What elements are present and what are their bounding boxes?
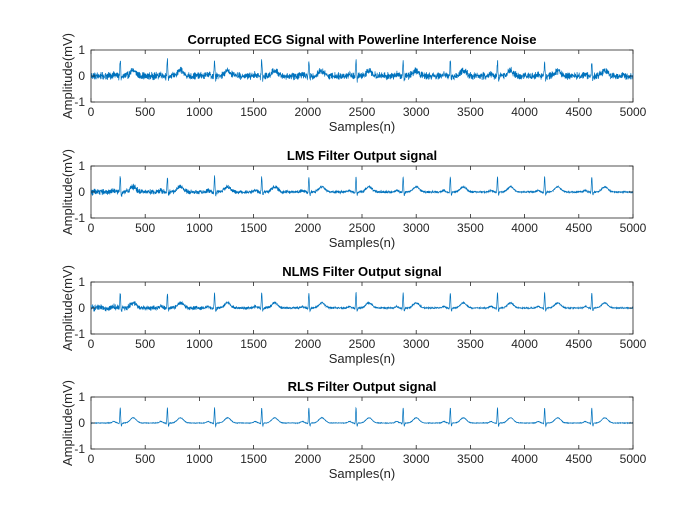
x-tick-label: 2000 xyxy=(294,337,321,351)
x-tick-label: 4000 xyxy=(511,452,538,466)
subplot-3: 0 500 1000 1500 2000 2500 3000 3500 4000 4500 5000… xyxy=(60,264,647,366)
x-tick-label: 4500 xyxy=(565,221,592,235)
x-tick-label: 4500 xyxy=(565,105,592,119)
x-axis-label: Samples(n) xyxy=(329,235,395,250)
y-tick-label: 0 xyxy=(78,416,85,430)
y-tick-label: -1 xyxy=(74,211,85,225)
ecg-trace xyxy=(90,58,634,83)
y-tick-label: 0 xyxy=(78,69,85,83)
y-tick-label: 1 xyxy=(78,159,85,173)
x-tick-label: 0 xyxy=(88,337,95,351)
x-tick-label: 1500 xyxy=(240,105,267,119)
x-tick-label: 2500 xyxy=(349,221,376,235)
x-tick-label: 4500 xyxy=(565,337,592,351)
x-tick-label: 2500 xyxy=(349,452,376,466)
y-axis-label: Amplitude(mV) xyxy=(60,149,75,235)
x-axis-label: Samples(n) xyxy=(329,119,395,134)
x-tick-label: 5000 xyxy=(620,452,647,466)
x-tick-label: 0 xyxy=(88,221,95,235)
x-tick-label: 3500 xyxy=(457,221,484,235)
x-tick-label: 4000 xyxy=(511,105,538,119)
subplot-2: 0 500 1000 1500 2000 2500 3000 3500 4000 4500 5000… xyxy=(60,148,647,250)
x-tick-label: 500 xyxy=(135,105,155,119)
x-axis-label: Samples(n) xyxy=(329,466,395,481)
x-tick-label: 3500 xyxy=(457,105,484,119)
x-tick-label: 3000 xyxy=(403,337,430,351)
x-tick-label: 2500 xyxy=(349,337,376,351)
y-tick-label: 0 xyxy=(78,301,85,315)
y-axis-label: Amplitude(mV) xyxy=(60,33,75,119)
x-axis-label: Samples(n) xyxy=(329,351,395,366)
x-tick-label: 2500 xyxy=(349,105,376,119)
x-tick-label: 3000 xyxy=(403,221,430,235)
x-tick-label: 0 xyxy=(88,452,95,466)
ecg-trace xyxy=(90,175,634,197)
x-tick-label: 2000 xyxy=(294,105,321,119)
x-tick-label: 3500 xyxy=(457,452,484,466)
ecg-trace xyxy=(90,406,634,428)
y-tick-label: -1 xyxy=(74,95,85,109)
x-tick-label: 5000 xyxy=(620,105,647,119)
y-axis-label: Amplitude(mV) xyxy=(60,380,75,466)
x-tick-label: 3500 xyxy=(457,337,484,351)
chart-title: NLMS Filter Output signal xyxy=(282,264,442,279)
y-tick-label: -1 xyxy=(74,442,85,456)
x-tick-label: 5000 xyxy=(620,337,647,351)
x-tick-label: 4000 xyxy=(511,337,538,351)
y-tick-label: -1 xyxy=(74,327,85,341)
subplot-1: 0 500 1000 1500 2000 2500 3000 3500 4000 4500 5000… xyxy=(60,32,647,134)
x-tick-label: 3000 xyxy=(403,105,430,119)
y-tick-label: 0 xyxy=(78,185,85,199)
x-tick-label: 3000 xyxy=(403,452,430,466)
ecg-trace xyxy=(90,291,634,313)
chart-title: LMS Filter Output signal xyxy=(287,148,437,163)
x-tick-label: 1000 xyxy=(186,337,213,351)
x-tick-label: 1500 xyxy=(240,337,267,351)
y-tick-label: 1 xyxy=(78,275,85,289)
x-tick-label: 2000 xyxy=(294,452,321,466)
y-tick-label: 1 xyxy=(78,43,85,57)
chart-title: RLS Filter Output signal xyxy=(288,379,437,394)
x-tick-label: 1000 xyxy=(186,221,213,235)
x-tick-label: 2000 xyxy=(294,221,321,235)
x-tick-label: 4000 xyxy=(511,221,538,235)
x-tick-label: 500 xyxy=(135,337,155,351)
x-tick-label: 1500 xyxy=(240,221,267,235)
x-tick-label: 1500 xyxy=(240,452,267,466)
subplot-4: 0 500 1000 1500 2000 2500 3000 3500 4000 4500 5000… xyxy=(60,379,647,481)
x-tick-label: 1000 xyxy=(186,452,213,466)
y-tick-label: 1 xyxy=(78,390,85,404)
chart-title: Corrupted ECG Signal with Powerline Inte… xyxy=(188,32,537,47)
x-tick-label: 1000 xyxy=(186,105,213,119)
x-tick-label: 5000 xyxy=(620,221,647,235)
x-tick-label: 500 xyxy=(135,221,155,235)
x-tick-label: 500 xyxy=(135,452,155,466)
y-axis-label: Amplitude(mV) xyxy=(60,265,75,351)
x-tick-label: 4500 xyxy=(565,452,592,466)
x-tick-label: 0 xyxy=(88,105,95,119)
